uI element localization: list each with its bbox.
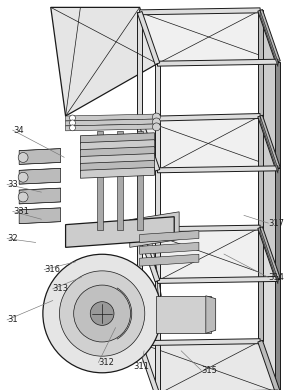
Text: 312: 312 [99, 358, 114, 367]
Circle shape [70, 125, 75, 131]
Polygon shape [140, 339, 260, 346]
Text: 317: 317 [268, 219, 284, 228]
Polygon shape [258, 10, 263, 116]
Polygon shape [140, 114, 260, 122]
Circle shape [43, 254, 161, 373]
Text: 315: 315 [201, 366, 217, 375]
Polygon shape [260, 10, 278, 168]
Polygon shape [258, 228, 263, 341]
Polygon shape [158, 276, 278, 283]
Circle shape [74, 285, 131, 342]
Polygon shape [19, 168, 61, 184]
Polygon shape [51, 7, 158, 116]
Polygon shape [80, 140, 154, 151]
Text: 33: 33 [7, 180, 18, 189]
Circle shape [60, 271, 145, 356]
Text: 314: 314 [268, 273, 284, 282]
Polygon shape [155, 281, 160, 392]
Circle shape [18, 152, 28, 162]
Polygon shape [80, 154, 154, 164]
Polygon shape [140, 230, 199, 242]
Polygon shape [137, 230, 142, 343]
Polygon shape [260, 228, 278, 392]
Polygon shape [158, 390, 278, 392]
Polygon shape [137, 342, 160, 392]
Polygon shape [137, 131, 142, 230]
Polygon shape [66, 217, 174, 247]
Circle shape [153, 123, 160, 131]
Polygon shape [258, 116, 263, 228]
Circle shape [18, 192, 28, 202]
Text: 34: 34 [13, 126, 23, 135]
Polygon shape [275, 168, 280, 279]
Polygon shape [137, 11, 160, 64]
Polygon shape [137, 12, 142, 119]
Polygon shape [258, 9, 280, 62]
Polygon shape [258, 340, 280, 392]
Polygon shape [158, 59, 278, 66]
Text: 31: 31 [7, 316, 18, 325]
Circle shape [153, 113, 160, 121]
Polygon shape [206, 296, 216, 333]
Polygon shape [140, 242, 199, 254]
Polygon shape [137, 118, 160, 171]
Polygon shape [80, 147, 154, 158]
Polygon shape [66, 114, 160, 121]
Polygon shape [155, 64, 160, 170]
Polygon shape [19, 188, 61, 204]
Polygon shape [66, 119, 160, 126]
Circle shape [70, 115, 75, 121]
Polygon shape [19, 208, 61, 224]
Circle shape [90, 302, 114, 325]
Polygon shape [140, 116, 278, 170]
Polygon shape [140, 341, 278, 392]
Circle shape [70, 120, 75, 126]
Polygon shape [156, 296, 211, 333]
Polygon shape [19, 149, 61, 164]
Polygon shape [140, 254, 199, 266]
Polygon shape [66, 124, 160, 131]
Text: 331: 331 [13, 207, 29, 216]
Polygon shape [260, 10, 278, 67]
Circle shape [153, 118, 160, 126]
Text: 311: 311 [133, 362, 149, 371]
Polygon shape [140, 228, 278, 281]
Text: 313: 313 [53, 285, 69, 293]
Polygon shape [260, 116, 278, 173]
Circle shape [18, 172, 28, 182]
Polygon shape [97, 131, 103, 230]
Polygon shape [258, 115, 280, 169]
Polygon shape [137, 119, 142, 230]
Polygon shape [158, 166, 278, 173]
Polygon shape [140, 225, 260, 232]
Polygon shape [275, 279, 280, 392]
Polygon shape [140, 8, 260, 15]
Polygon shape [80, 160, 154, 171]
Polygon shape [140, 10, 278, 64]
Polygon shape [130, 212, 179, 247]
Text: 32: 32 [7, 234, 18, 243]
Polygon shape [260, 116, 278, 279]
Polygon shape [117, 131, 123, 230]
Polygon shape [275, 62, 280, 168]
Polygon shape [155, 170, 160, 281]
Polygon shape [137, 229, 160, 282]
Polygon shape [80, 133, 154, 143]
Polygon shape [80, 167, 154, 178]
Polygon shape [260, 228, 278, 284]
Text: 316: 316 [44, 265, 60, 274]
Polygon shape [258, 227, 280, 280]
